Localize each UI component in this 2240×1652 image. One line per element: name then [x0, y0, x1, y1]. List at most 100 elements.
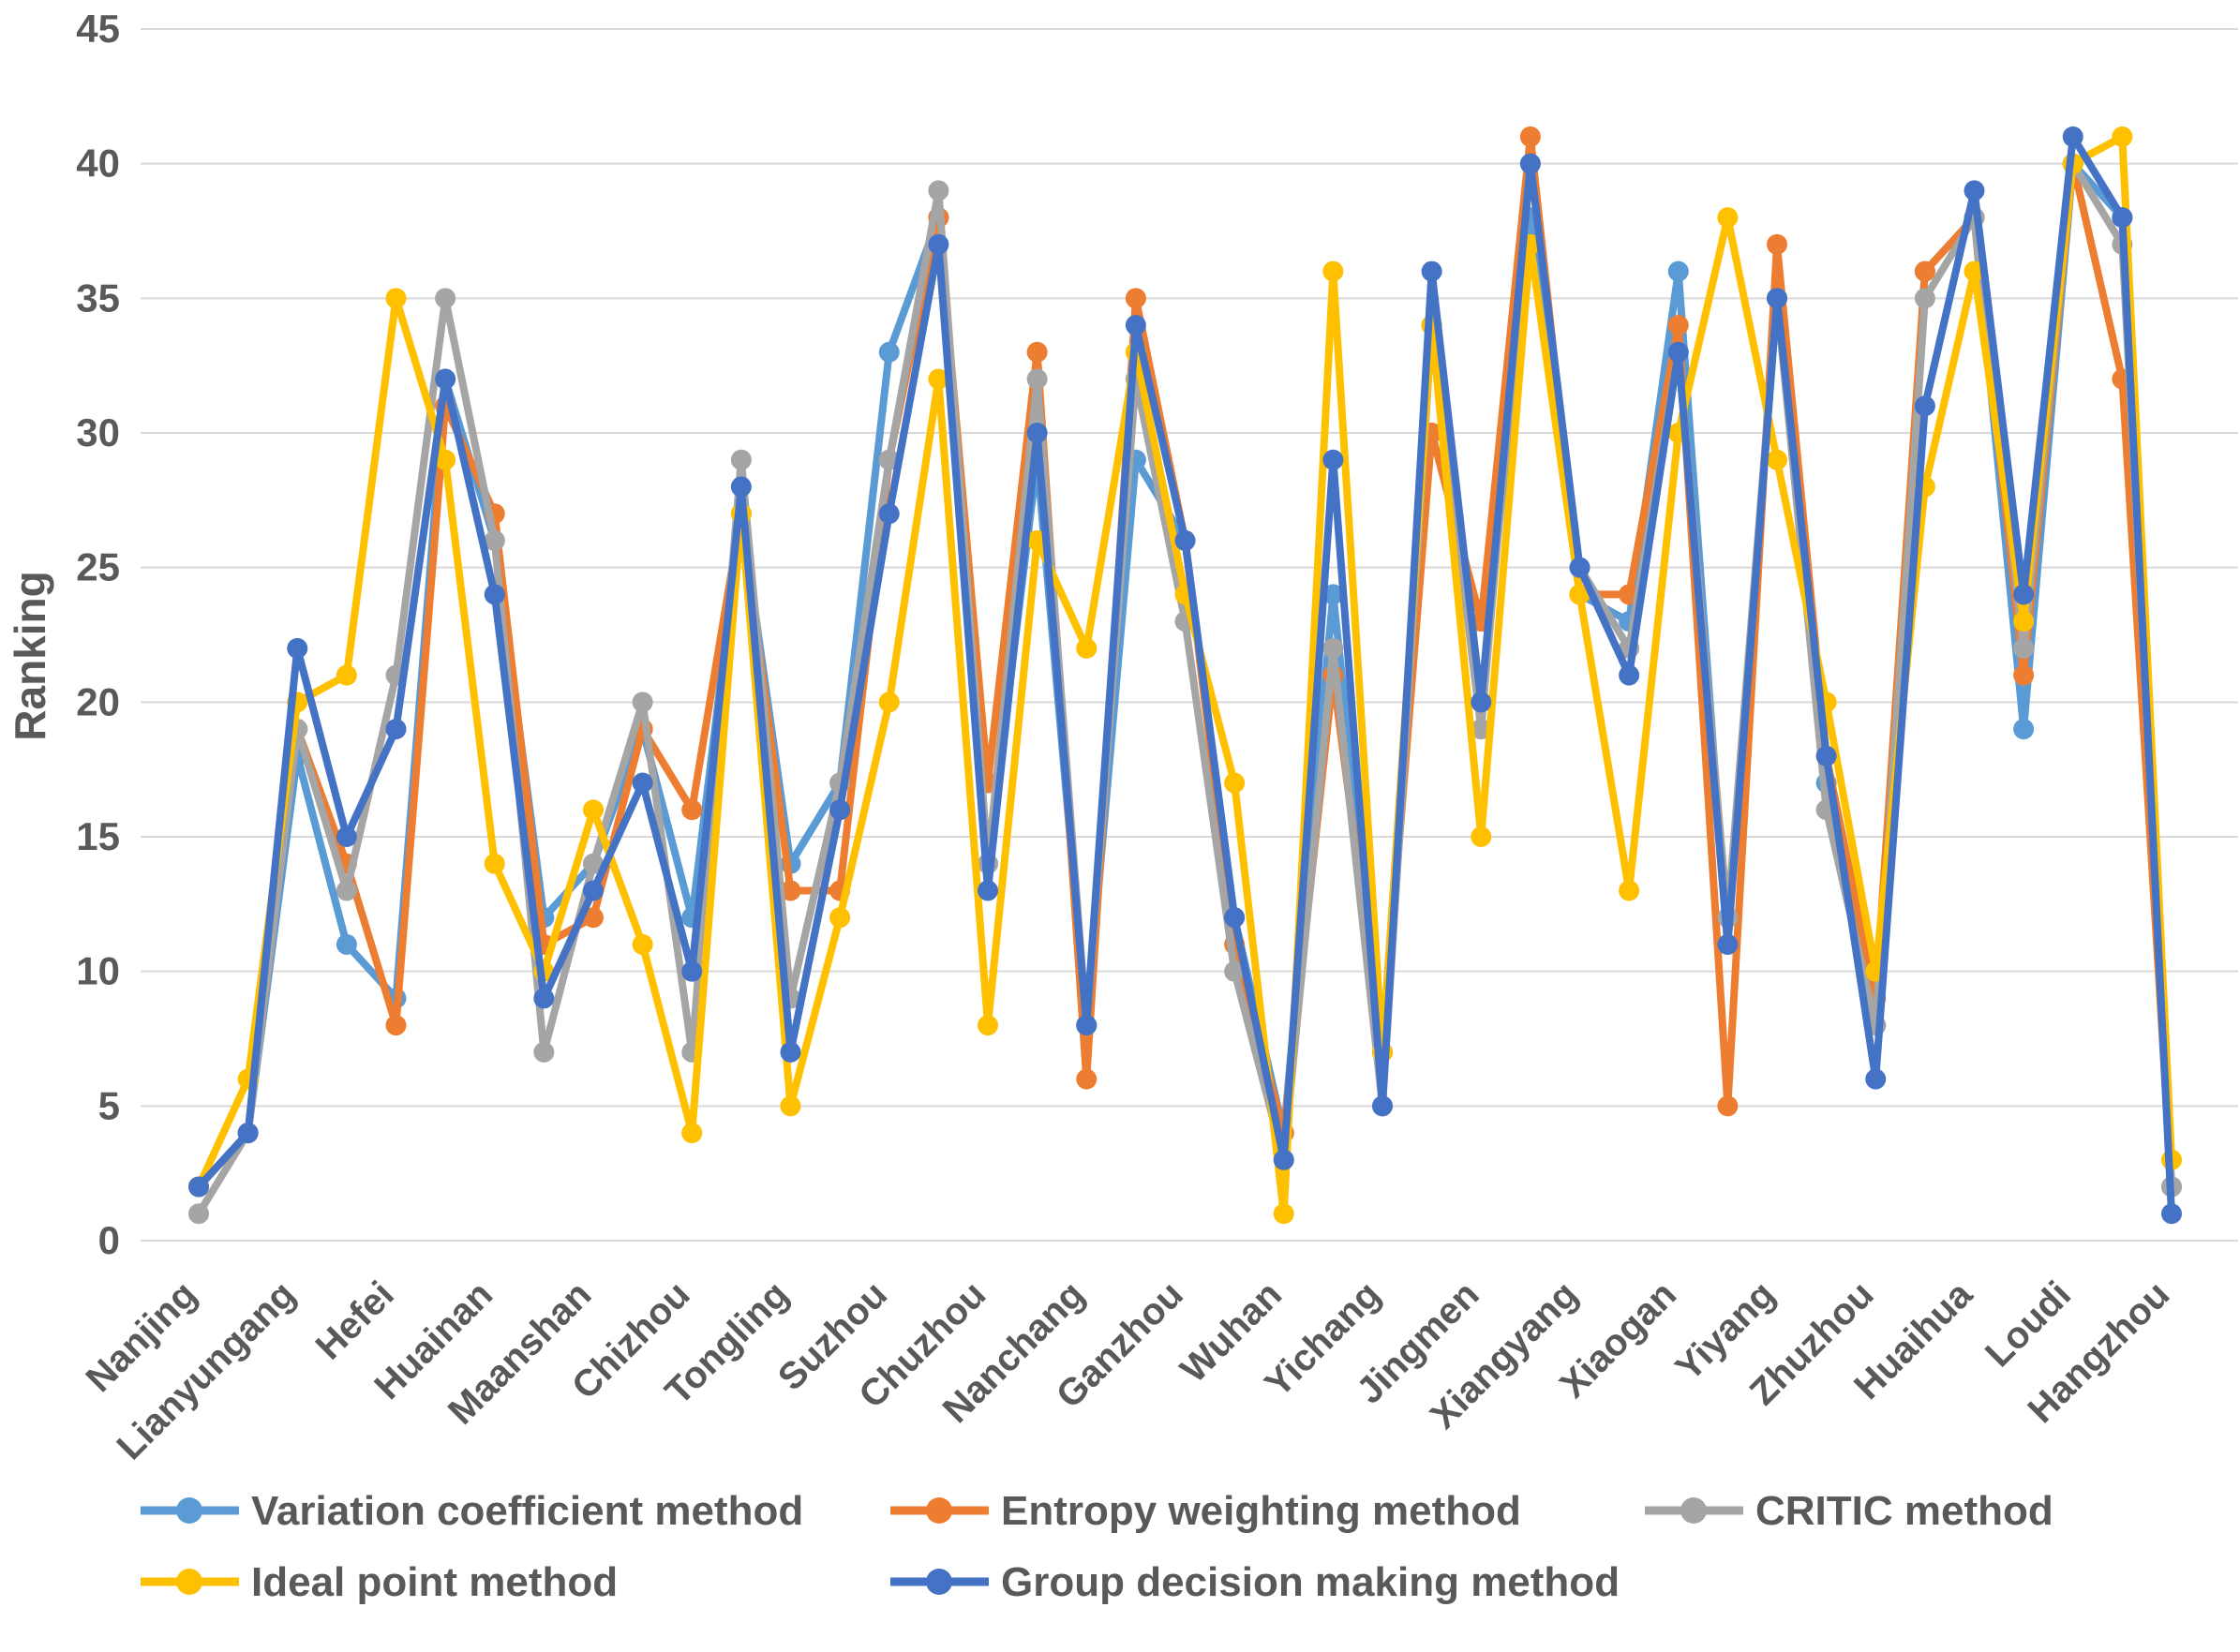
data-point: [2112, 207, 2133, 229]
data-point: [1767, 288, 1787, 309]
data-point: [1322, 260, 1344, 282]
data-point: [1667, 260, 1689, 282]
data-point: [533, 988, 555, 1009]
legend-item-critic-method: CRITIC method: [1645, 1488, 2053, 1534]
data-point: [1224, 907, 1246, 929]
y-axis-title: Ranking: [6, 571, 54, 740]
data-point: [1667, 315, 1689, 336]
data-point: [484, 529, 505, 551]
data-point: [1372, 1095, 1393, 1117]
data-point: [2112, 126, 2133, 147]
data-point: [1421, 260, 1442, 282]
legend-label: CRITIC method: [1755, 1488, 2053, 1534]
y-tick-label: 45: [76, 7, 120, 51]
data-point: [878, 341, 900, 363]
y-tick-label: 10: [76, 949, 120, 993]
legend-marker: [1680, 1497, 1707, 1524]
y-tick-label: 30: [76, 410, 120, 454]
data-point: [1273, 1203, 1294, 1225]
data-point: [1125, 288, 1146, 309]
data-point: [1273, 1149, 1294, 1170]
y-tick-label: 15: [76, 814, 120, 858]
data-point: [2013, 611, 2035, 633]
data-point: [2013, 664, 2035, 686]
data-point: [978, 880, 998, 901]
data-point: [237, 1123, 259, 1144]
data-point: [780, 1041, 801, 1063]
y-tick-label: 5: [98, 1083, 120, 1127]
data-point: [1569, 557, 1590, 578]
legend-item-variation-coefficient-method: Variation coefficient method: [141, 1488, 803, 1534]
data-point: [1471, 826, 1492, 847]
data-point: [385, 719, 407, 740]
data-point: [1519, 153, 1541, 174]
data-point: [385, 288, 407, 309]
data-point: [1914, 395, 1935, 417]
data-point: [336, 880, 357, 901]
data-point: [1717, 207, 1739, 229]
data-point: [484, 853, 505, 874]
data-point: [188, 1203, 209, 1225]
x-category-label-lianyungang: Lianyungang: [110, 1273, 304, 1467]
legend-item-group-decision-making-method: Group decision making method: [890, 1559, 1620, 1605]
legend-marker: [176, 1569, 202, 1595]
series-variation-coefficient-method: [188, 153, 2182, 1198]
data-point: [1717, 1095, 1739, 1117]
y-tick-label: 35: [76, 275, 120, 320]
data-point: [1026, 423, 1048, 443]
data-point: [878, 503, 900, 525]
data-point: [878, 692, 900, 713]
series-ideal-point-method: [188, 126, 2182, 1225]
legend-marker: [176, 1497, 202, 1524]
data-point: [1619, 880, 1640, 901]
legend-label: Ideal point method: [251, 1559, 618, 1605]
legend-item-ideal-point-method: Ideal point method: [141, 1559, 618, 1605]
data-point: [1076, 637, 1098, 659]
data-point: [1471, 692, 1492, 713]
data-point: [1815, 745, 1837, 766]
data-point: [780, 1095, 801, 1117]
data-point: [435, 449, 456, 470]
legend-label: Variation coefficient method: [251, 1488, 803, 1534]
data-point: [681, 799, 703, 821]
data-point: [1026, 341, 1048, 363]
data-point: [928, 180, 949, 201]
data-point: [583, 880, 604, 901]
data-point: [1767, 233, 1787, 255]
data-point: [2013, 637, 2035, 659]
data-point: [188, 1176, 209, 1198]
data-point: [1224, 772, 1246, 794]
data-point: [2062, 126, 2083, 147]
data-point: [1619, 664, 1640, 686]
data-point: [435, 368, 456, 390]
data-point: [484, 584, 505, 605]
data-point: [2013, 584, 2035, 605]
data-point: [1569, 584, 1590, 605]
data-point: [632, 772, 653, 794]
data-point: [1322, 449, 1344, 470]
data-point: [780, 880, 801, 901]
data-point: [1174, 529, 1196, 551]
data-point: [1964, 260, 1985, 282]
data-point: [1667, 341, 1689, 363]
y-tick-label: 0: [98, 1218, 120, 1262]
data-point: [1717, 933, 1739, 955]
data-point: [2013, 719, 2035, 740]
data-point: [730, 476, 752, 498]
data-point: [978, 1015, 998, 1036]
data-point: [583, 907, 604, 929]
data-point: [1224, 960, 1246, 982]
data-point: [681, 960, 703, 982]
y-tick-label: 20: [76, 679, 120, 723]
data-point: [1914, 288, 1935, 309]
data-point: [1322, 637, 1344, 659]
series-entropy-weighting-method: [188, 126, 2182, 1198]
data-point: [1125, 315, 1146, 336]
data-point: [1026, 368, 1048, 390]
y-tick-label: 40: [76, 141, 120, 186]
data-point: [928, 233, 949, 255]
data-point: [336, 933, 357, 955]
data-point: [632, 692, 653, 713]
